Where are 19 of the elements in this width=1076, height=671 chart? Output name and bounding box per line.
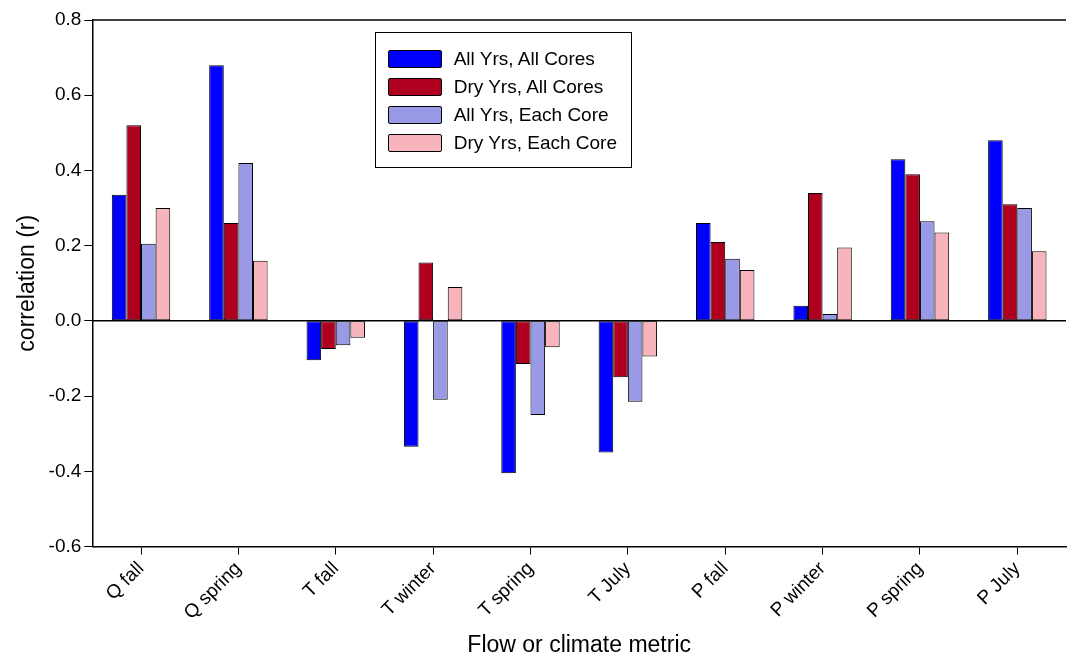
y-tick-label: 0.4 xyxy=(54,158,82,180)
y-tick-label: 0.8 xyxy=(54,8,82,30)
x-tick-label: P July xyxy=(972,556,1025,609)
y-axis-title: correlation (r) xyxy=(13,214,40,352)
y-tick-label: 0.6 xyxy=(54,83,82,105)
legend-label: All Yrs, Each Core xyxy=(453,103,609,127)
x-tick-label: P fall xyxy=(687,557,732,602)
legend-label: All Yrs, All Cores xyxy=(453,47,595,71)
legend-label: Dry Yrs, Each Core xyxy=(453,131,617,155)
y-tick-label: 0.2 xyxy=(54,233,82,255)
y-tick-label: -0.6 xyxy=(48,534,82,556)
x-tick-label: T July xyxy=(583,556,635,608)
y-tick-label: 0.0 xyxy=(54,309,82,331)
legend-label: Dry Yrs, All Cores xyxy=(453,75,604,99)
x-axis-title: Flow or climate metric xyxy=(467,630,691,657)
x-tick-label: Q fall xyxy=(101,557,148,604)
y-tick-label: -0.2 xyxy=(48,384,82,406)
x-tick-label: T fall xyxy=(298,557,343,601)
y-tick-label: -0.4 xyxy=(48,459,82,481)
